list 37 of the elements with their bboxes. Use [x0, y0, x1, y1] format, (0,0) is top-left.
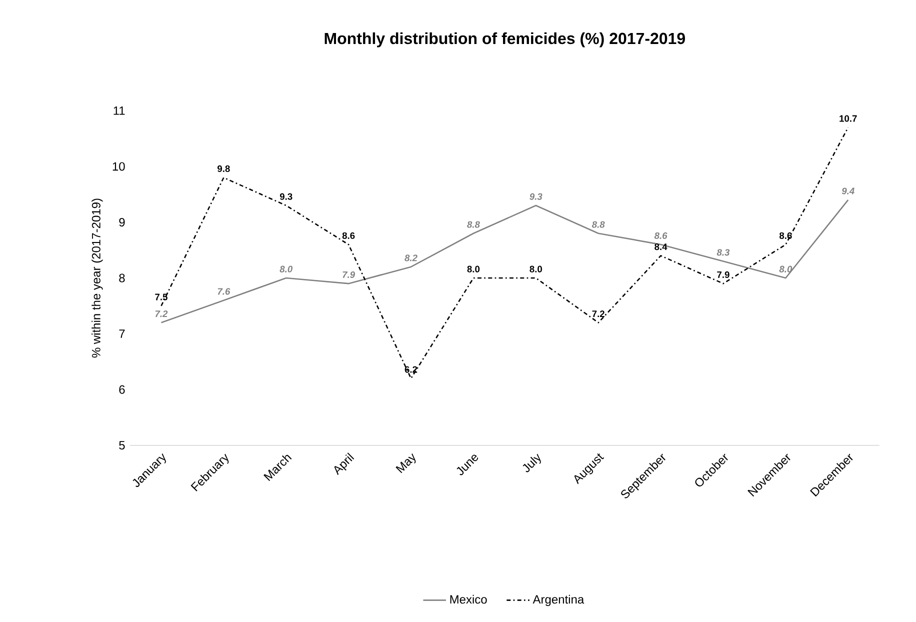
data-label: 8.0	[467, 266, 480, 272]
data-label: 7.2	[155, 310, 168, 318]
data-label: 10.7	[840, 115, 857, 122]
x-tick-label: July	[522, 454, 541, 472]
y-tick-label: 7	[119, 330, 125, 338]
y-tick-label: 9	[119, 218, 125, 226]
data-label: 9.8	[218, 165, 230, 172]
data-label: 7.9	[342, 271, 356, 278]
data-label: 9.4	[842, 188, 854, 194]
y-tick-label: 5	[119, 441, 125, 450]
data-label: 7.6	[218, 288, 230, 295]
data-label: 7.2	[592, 310, 604, 318]
data-label: 8.6	[654, 232, 668, 239]
legend-label: Argentina	[532, 594, 584, 606]
x-tick-label: May	[396, 453, 416, 474]
data-label: 7.9	[717, 271, 730, 278]
legend-label: Mexico	[450, 594, 487, 604]
data-label: 8.0	[280, 266, 293, 272]
y-tick-label: 11	[114, 106, 125, 115]
y-tick-label: 10	[112, 162, 125, 171]
data-label: 8.0	[779, 266, 792, 272]
data-label: 8.3	[716, 249, 730, 256]
data-label: 8.6	[342, 232, 355, 239]
data-label: 8.8	[592, 221, 605, 228]
y-tick-label: 8	[119, 274, 125, 282]
data-label: 8.0	[530, 266, 542, 272]
data-label: 6.2	[404, 366, 418, 373]
data-label: 9.3	[530, 193, 542, 200]
chart-title: Monthly distribution of femicides (%) 2017-2019	[324, 32, 685, 48]
data-label: 7.5	[155, 294, 168, 300]
data-label: 8.2	[404, 254, 418, 262]
data-label: 9.3	[280, 193, 292, 200]
data-label: 8.8	[467, 221, 480, 228]
data-label: 8.6	[779, 232, 792, 239]
y-tick-label: 6	[119, 385, 125, 394]
y-axis-title: % within the year (2017-2019)	[92, 198, 103, 358]
data-label: 8.4	[654, 244, 668, 250]
